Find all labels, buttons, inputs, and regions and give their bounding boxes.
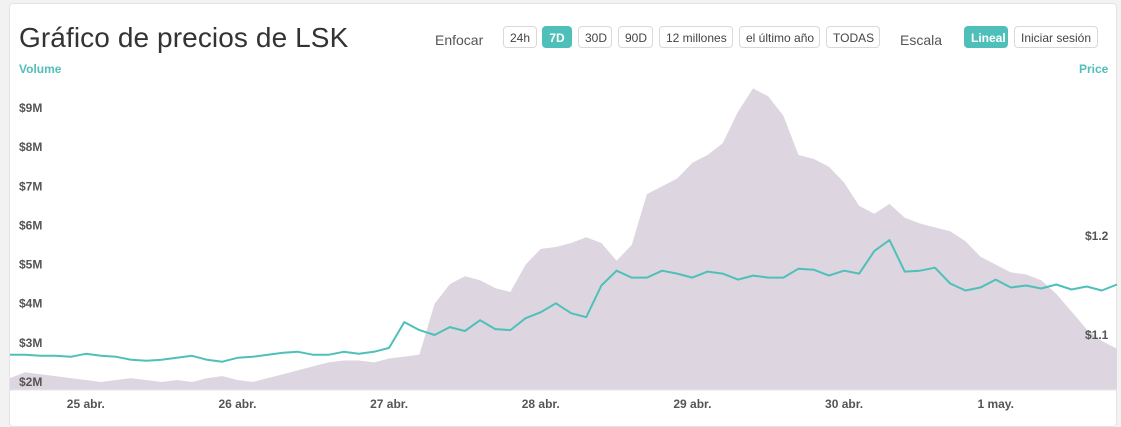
zoom-label: Enfocar <box>435 32 484 48</box>
volume-tick-label: $9M <box>19 101 42 115</box>
zoom-12-months-button[interactable]: 12 millones <box>659 26 733 48</box>
volume-tick-label: $5M <box>19 258 42 272</box>
zoom-30d-button[interactable]: 30D <box>578 26 612 48</box>
x-tick-label: 30 abr. <box>825 397 863 411</box>
volume-tick-label: $8M <box>19 140 42 154</box>
volume-tick-label: $7M <box>19 179 42 193</box>
price-line-layer <box>10 239 1118 363</box>
zoom-all-button[interactable]: TODAS <box>826 26 880 48</box>
scale-linear-button[interactable]: Lineal <box>964 26 1008 48</box>
price-line <box>10 239 1118 363</box>
volume-area-layer <box>10 88 1117 391</box>
zoom-24h-button[interactable]: 24h <box>503 26 537 48</box>
price-tick-label: $1.1 <box>1085 328 1109 342</box>
chart-title: Gráfico de precios de LSK <box>19 22 349 53</box>
volume-tick-labels: $2M $3M $4M $5M $6M $7M $8M $9M <box>19 101 42 389</box>
volume-tick-label: $3M <box>19 336 42 350</box>
scale-label: Escala <box>900 32 943 48</box>
volume-tick-label: $6M <box>19 218 42 232</box>
zoom-90d-button[interactable]: 90D <box>618 26 653 48</box>
price-tick-labels: $1.1 $1.2 <box>1085 229 1109 342</box>
price-axis-title: Price <box>1079 62 1109 76</box>
x-tick-label: 28 abr. <box>522 397 560 411</box>
x-tick-label: 26 abr. <box>218 397 256 411</box>
scale-log-button[interactable]: Iniciar sesión <box>1014 26 1098 48</box>
volume-axis-title: Volume <box>19 62 62 76</box>
x-tick-label: 29 abr. <box>673 397 711 411</box>
volume-area <box>10 88 1117 391</box>
x-tick-labels: 25 abr. 26 abr. 27 abr. 28 abr. 29 abr. 30 ab… <box>67 397 1014 411</box>
zoom-7d-button[interactable]: 7D <box>542 26 572 48</box>
volume-tick-label: $4M <box>19 297 42 311</box>
volume-tick-label: $2M <box>19 375 42 389</box>
x-tick-label: 25 abr. <box>67 397 105 411</box>
price-tick-label: $1.2 <box>1085 229 1109 243</box>
zoom-last-year-button[interactable]: el último año <box>739 26 820 48</box>
x-tick-label: 1 may. <box>977 397 1013 411</box>
x-tick-label: 27 abr. <box>370 397 408 411</box>
